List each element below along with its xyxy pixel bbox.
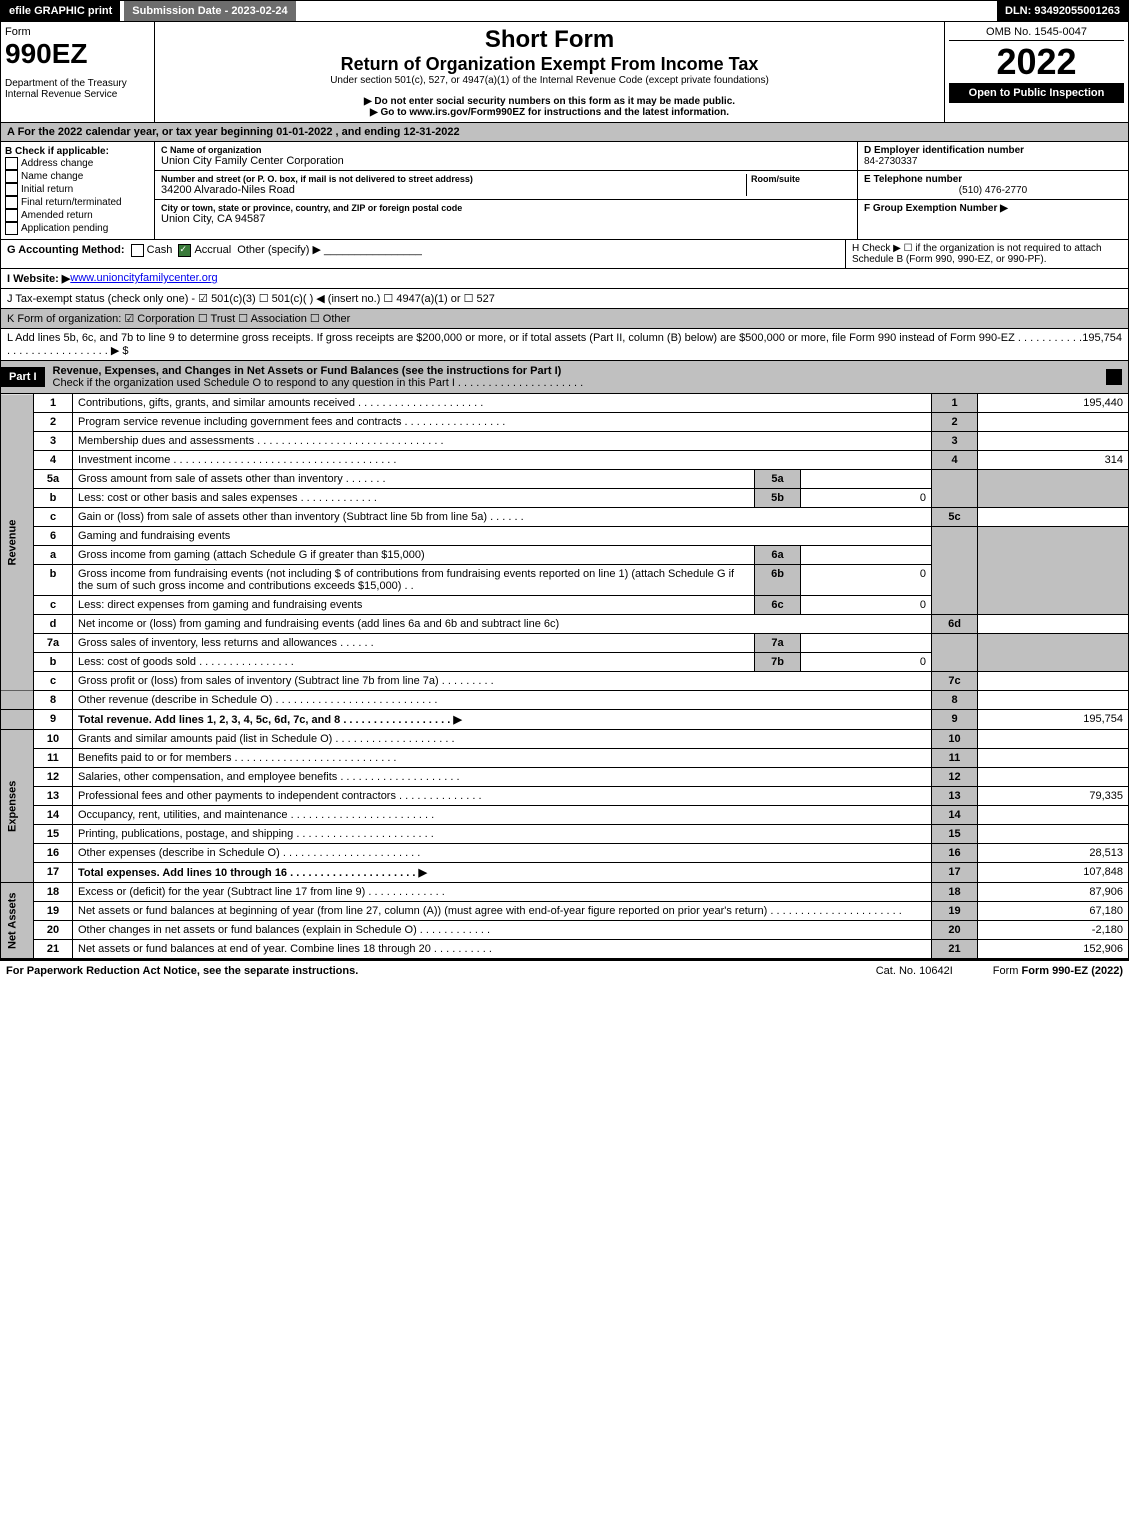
top-bar: efile GRAPHIC print Submission Date - 20… <box>0 0 1129 22</box>
g-accounting: G Accounting Method: Cash Accrual Other … <box>7 243 845 265</box>
ln-5a-desc: Gross amount from sale of assets other t… <box>73 470 755 489</box>
form-id-block: Form 990EZ Department of the Treasury In… <box>1 22 155 122</box>
public-inspection: Open to Public Inspection <box>949 83 1124 103</box>
d-ein-box: D Employer identification number 84-2730… <box>858 142 1128 171</box>
cb-accrual[interactable] <box>178 244 191 257</box>
org-address: 34200 Alvarado-Niles Road <box>161 184 746 196</box>
under-section: Under section 501(c), 527, or 4947(a)(1)… <box>159 75 940 86</box>
vtab-expenses: Expenses <box>1 730 34 883</box>
c-label: C Name of organization <box>161 145 851 155</box>
title-short-form: Short Form <box>159 26 940 54</box>
l-text: L Add lines 5b, 6c, and 7b to line 9 to … <box>7 332 1082 357</box>
b-label: B Check if applicable: <box>5 146 150 157</box>
section-b-to-f: B Check if applicable: Address change Na… <box>0 142 1129 240</box>
dln-label: DLN: 93492055001263 <box>997 1 1128 21</box>
title-return: Return of Organization Exempt From Incom… <box>159 54 940 75</box>
submission-date: Submission Date - 2023-02-24 <box>124 1 295 21</box>
e-phone-box: E Telephone number (510) 476-2770 <box>858 171 1128 200</box>
k-form-org-row: K Form of organization: ☑ Corporation ☐ … <box>0 309 1129 329</box>
ln-6d-desc: Net income or (loss) from gaming and fun… <box>73 615 932 634</box>
cat-no: Cat. No. 10642I <box>836 965 993 977</box>
ein-value: 84-2730337 <box>864 156 1122 167</box>
form-year-block: OMB No. 1545-0047 2022 Open to Public In… <box>945 22 1128 122</box>
city-label: City or town, state or province, country… <box>161 203 851 213</box>
ln-10-desc: Grants and similar amounts paid (list in… <box>73 730 932 749</box>
cb-address-change[interactable]: Address change <box>5 157 150 170</box>
addr-label: Number and street (or P. O. box, if mail… <box>161 174 746 184</box>
i-label: I Website: ▶ <box>7 272 70 285</box>
ln-6b-desc: Gross income from fundraising events (no… <box>73 565 755 596</box>
ln-6c-desc: Less: direct expenses from gaming and fu… <box>73 596 755 615</box>
vtab-revenue: Revenue <box>1 394 34 691</box>
d-label: D Employer identification number <box>864 145 1122 156</box>
col-b-checkboxes: B Check if applicable: Address change Na… <box>1 142 155 239</box>
vtab-netassets: Net Assets <box>1 883 34 959</box>
row-a-tax-year: A For the 2022 calendar year, or tax yea… <box>0 123 1129 142</box>
ln-1-desc: Contributions, gifts, grants, and simila… <box>73 394 932 413</box>
paperwork-notice: For Paperwork Reduction Act Notice, see … <box>6 965 836 977</box>
cb-application-pending[interactable]: Application pending <box>5 222 150 235</box>
ln-5c-desc: Gain or (loss) from sale of assets other… <box>73 508 932 527</box>
phone-value: (510) 476-2770 <box>864 185 1122 196</box>
ln-1-amt: 195,440 <box>978 394 1129 413</box>
cb-cash[interactable] <box>131 244 144 257</box>
ln-4-desc: Investment income . . . . . . . . . . . … <box>73 451 932 470</box>
room-label: Room/suite <box>751 174 851 184</box>
cb-amended-return[interactable]: Amended return <box>5 209 150 222</box>
website-link[interactable]: www.unioncityfamilycenter.org <box>70 272 217 285</box>
e-label: E Telephone number <box>864 174 1122 185</box>
g-h-row: G Accounting Method: Cash Accrual Other … <box>0 240 1129 269</box>
part-1-title: Revenue, Expenses, and Changes in Net As… <box>45 361 1106 393</box>
ln-2-desc: Program service revenue including govern… <box>73 413 932 432</box>
form-word: Form <box>5 26 150 38</box>
part-1-header: Part I Revenue, Expenses, and Changes in… <box>0 361 1129 394</box>
ln-6a-desc: Gross income from gaming (attach Schedul… <box>73 546 755 565</box>
page-footer: For Paperwork Reduction Act Notice, see … <box>0 959 1129 981</box>
dept-treasury: Department of the Treasury Internal Reve… <box>5 78 150 100</box>
col-c-org: C Name of organization Union City Family… <box>155 142 857 239</box>
org-city-box: City or town, state or province, country… <box>155 200 857 228</box>
part-1-table: Revenue 1 Contributions, gifts, grants, … <box>0 394 1129 959</box>
omb-number: OMB No. 1545-0047 <box>949 26 1124 41</box>
ln-7b-desc: Less: cost of goods sold . . . . . . . .… <box>73 653 755 672</box>
ln-5b-desc: Less: cost or other basis and sales expe… <box>73 489 755 508</box>
ln-3-desc: Membership dues and assessments . . . . … <box>73 432 932 451</box>
f-group-box: F Group Exemption Number ▶ <box>858 200 1128 217</box>
ln-6-desc: Gaming and fundraising events <box>73 527 932 546</box>
org-name-box: C Name of organization Union City Family… <box>155 142 857 171</box>
f-label: F Group Exemption Number ▶ <box>864 203 1122 214</box>
l-gross-receipts-row: L Add lines 5b, 6c, and 7b to line 9 to … <box>0 329 1129 361</box>
org-name: Union City Family Center Corporation <box>161 155 851 167</box>
form-number: 990EZ <box>5 38 150 70</box>
ln-8-desc: Other revenue (describe in Schedule O) .… <box>73 691 932 710</box>
no-ssn-note: ▶ Do not enter social security numbers o… <box>159 96 940 107</box>
cb-name-change[interactable]: Name change <box>5 170 150 183</box>
form-header: Form 990EZ Department of the Treasury In… <box>0 22 1129 123</box>
form-title-block: Short Form Return of Organization Exempt… <box>155 22 945 122</box>
h-schedule-b: H Check ▶ ☐ if the organization is not r… <box>845 240 1128 268</box>
org-addr-box: Number and street (or P. O. box, if mail… <box>155 171 857 200</box>
tax-year: 2022 <box>949 41 1124 83</box>
ln-9-desc: Total revenue. Add lines 1, 2, 3, 4, 5c,… <box>73 710 932 730</box>
ln-7a-desc: Gross sales of inventory, less returns a… <box>73 634 755 653</box>
ln-1-num: 1 <box>34 394 73 413</box>
ln-1-n: 1 <box>932 394 978 413</box>
org-city: Union City, CA 94587 <box>161 213 851 225</box>
cb-final-return[interactable]: Final return/terminated <box>5 196 150 209</box>
ln-7c-desc: Gross profit or (loss) from sales of inv… <box>73 672 932 691</box>
col-d-to-f: D Employer identification number 84-2730… <box>857 142 1128 239</box>
part-1-label: Part I <box>1 367 45 387</box>
form-ref: Form Form 990-EZ (2022) <box>993 965 1123 977</box>
part-1-check-icon <box>1106 369 1122 385</box>
goto-link[interactable]: ▶ Go to www.irs.gov/Form990EZ for instru… <box>159 107 940 118</box>
j-tax-exempt-row: J Tax-exempt status (check only one) - ☑… <box>0 289 1129 309</box>
cb-initial-return[interactable]: Initial return <box>5 183 150 196</box>
i-website-row: I Website: ▶ www.unioncityfamilycenter.o… <box>0 269 1129 289</box>
efile-label[interactable]: efile GRAPHIC print <box>1 1 120 21</box>
l-amount: 195,754 <box>1082 332 1122 357</box>
